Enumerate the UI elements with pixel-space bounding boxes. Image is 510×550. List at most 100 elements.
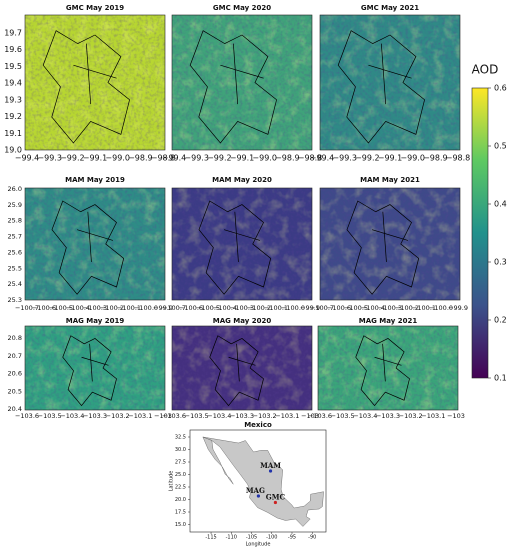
x-tick-label: −99.1 [83,154,108,163]
panel-frame [171,325,313,411]
panel-title: GMC May 2020 [213,4,271,12]
y-tick-label: 25.6 [8,248,22,256]
x-tick-label: −99.9 [153,304,173,312]
panel-frame [24,187,166,301]
x-tick-label: −99.3 [184,154,209,163]
map-y-tick-label: 15.0 [175,522,186,528]
x-tick-label: −98.9 [275,154,300,163]
map-y-tick-label: 27.5 [175,460,186,466]
map-x-tick-label: -95 [288,535,296,541]
x-tick-label: −103.6 [308,412,332,420]
x-tick-label: −103.2 [106,412,130,420]
y-tick-label: 25.4 [8,280,22,288]
x-tick-label: −103.3 [376,412,400,420]
aod-texture [172,326,312,410]
x-tick-label: −100.4 [361,304,385,312]
city-label: MAG [246,486,265,495]
y-tick-label: 19.1 [4,129,22,138]
x-tick-label: −103.1 [275,412,299,420]
x-tick-label: −100.2 [247,304,271,312]
x-tick-label: −103.1 [421,412,445,420]
colorbar-ramp [471,87,489,379]
x-tick-label: −100.0 [281,304,305,312]
x-tick-label: −99.0 [252,154,277,163]
boundary [337,30,425,144]
x-tick-label: −100.6 [32,304,56,312]
x-tick-label: −100.3 [378,304,402,312]
map-panel: MAG May 2021−103.6−103.5−103.4−103.3−103… [308,317,465,420]
x-tick-label: −103 [301,412,319,420]
x-tick-label: −99.1 [230,154,255,163]
x-tick-label: −100.1 [117,304,141,312]
x-tick-label: −100.6 [327,304,351,312]
y-tick-label: 20.4 [8,405,22,413]
x-tick-label: −100.2 [395,304,419,312]
y-tick-label: 25.5 [8,264,22,272]
panel-frame [24,14,166,151]
mexico-mainland [202,436,324,527]
aod-texture [25,188,165,300]
map-y-tick-label: 25.0 [175,472,186,478]
panel-title: MAG May 2021 [359,317,418,325]
y-tick-label: 20.5 [8,387,22,395]
panel-title: GMC May 2019 [66,4,124,12]
panel-frame [171,187,313,301]
x-tick-label: −103.3 [230,412,254,420]
city-marker [273,500,278,505]
panel-title: MAG May 2019 [66,317,125,325]
colorbar-tick-label: 0.3 [494,258,507,267]
panel-title: MAM May 2020 [212,176,272,184]
x-tick-label: −100.1 [264,304,288,312]
x-tick-label: −100.7 [162,304,186,312]
x-tick-label: −99.0 [400,154,425,163]
x-tick-label: −103.1 [128,412,152,420]
map-y-tick-label: 22.5 [175,485,186,491]
map-y-tick-label: 32.5 [175,435,186,441]
y-tick-label: 25.3 [8,296,22,304]
x-tick-label: −100.7 [15,304,39,312]
boundary [209,335,264,407]
x-tick-label: −103 [447,412,465,420]
x-tick-label: −98.8 [446,154,471,163]
aod-texture [320,188,460,300]
x-tick-label: −103.6 [162,412,186,420]
x-tick-label: −103.5 [185,412,209,420]
y-tick-label: 19.6 [4,45,22,54]
boundary [198,200,272,295]
y-tick-label: 25.9 [8,201,22,209]
colorbar-tick-label: 0.1 [494,374,507,383]
y-tick-label: 25.7 [8,233,22,241]
map-title: Mexico [244,421,272,429]
colorbar-tick-label: 0.6 [494,84,507,93]
map-panel: Mexico Longitude Latitude -115 -110 -105 -1… [169,421,327,548]
colorbar: AOD 0.1 0.2 0.3 0.4 0.5 0.6 [472,63,507,383]
x-tick-label: −100.5 [344,304,368,312]
x-tick-label: −99.2 [207,154,232,163]
x-tick-label: −103.3 [83,412,107,420]
x-tick-label: −103.2 [253,412,277,420]
aod-texture [320,15,460,150]
map-y-label: Latitude [169,471,175,492]
boundary [346,200,420,295]
map-panel: MAM May 2019−100.7−100.6−100.5−100.4−100… [8,176,173,312]
y-tick-label: 19.4 [4,79,22,88]
y-tick-label: 19.3 [4,95,22,104]
map-x-label: Longitude [246,542,271,548]
x-tick-label: −100.6 [179,304,203,312]
x-tick-label: −99.2 [355,154,380,163]
x-tick-label: −99.4 [310,154,335,163]
x-tick-label: −100.2 [100,304,124,312]
x-tick-label: −98.8 [298,154,323,163]
boundary [62,335,117,407]
panel-title: MAM May 2019 [65,176,125,184]
x-tick-label: −103.4 [207,412,231,420]
x-tick-label: −100.0 [134,304,158,312]
x-tick-label: −100.4 [213,304,237,312]
x-tick-label: −98.8 [151,154,176,163]
y-tick-label: 20.8 [8,334,22,342]
map-y-tick-label: 30.0 [175,447,186,453]
x-tick-label: −99.3 [37,154,62,163]
colorbar-tick-label: 0.2 [494,316,507,325]
map-x-tick-label: -115 [205,535,216,541]
